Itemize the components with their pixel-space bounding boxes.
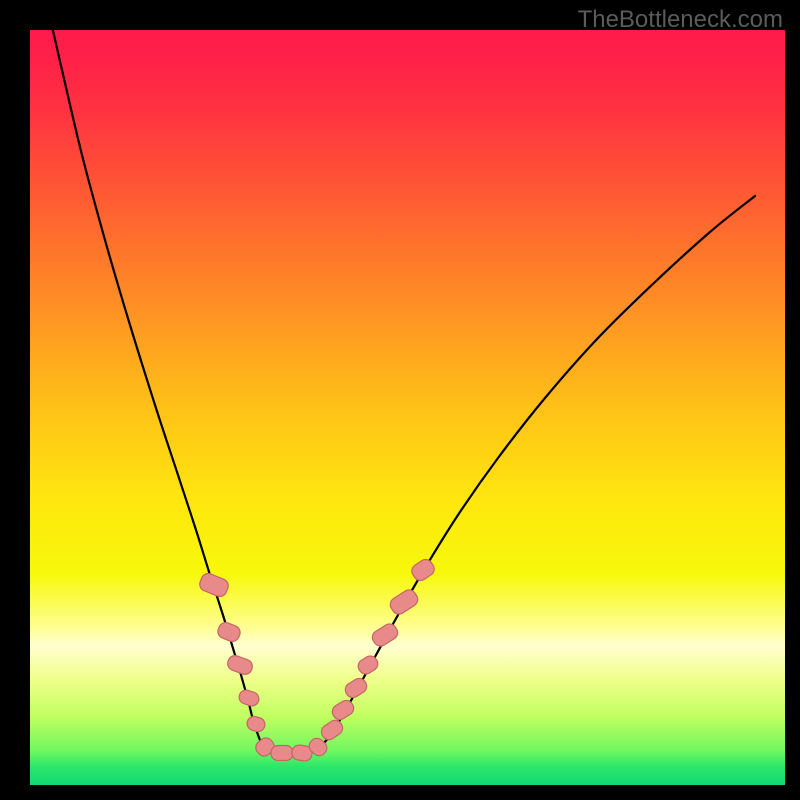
curve-marker [409, 557, 437, 583]
curve-marker [237, 688, 260, 707]
curve-marker [271, 746, 293, 761]
curve-marker [198, 571, 231, 598]
curve-marker [343, 676, 370, 700]
curve-marker [226, 654, 255, 677]
chart-overlay [30, 30, 785, 785]
curve-marker [245, 715, 266, 733]
curve-marker [388, 587, 421, 617]
bottleneck-curve [46, 30, 755, 755]
curve-marker [216, 620, 242, 643]
curve-marker [330, 698, 357, 722]
plot-area [30, 30, 785, 785]
curve-marker [370, 621, 401, 648]
curve-marker [319, 718, 346, 743]
watermark-text: TheBottleneck.com [578, 6, 783, 34]
curve-marker [356, 653, 381, 676]
